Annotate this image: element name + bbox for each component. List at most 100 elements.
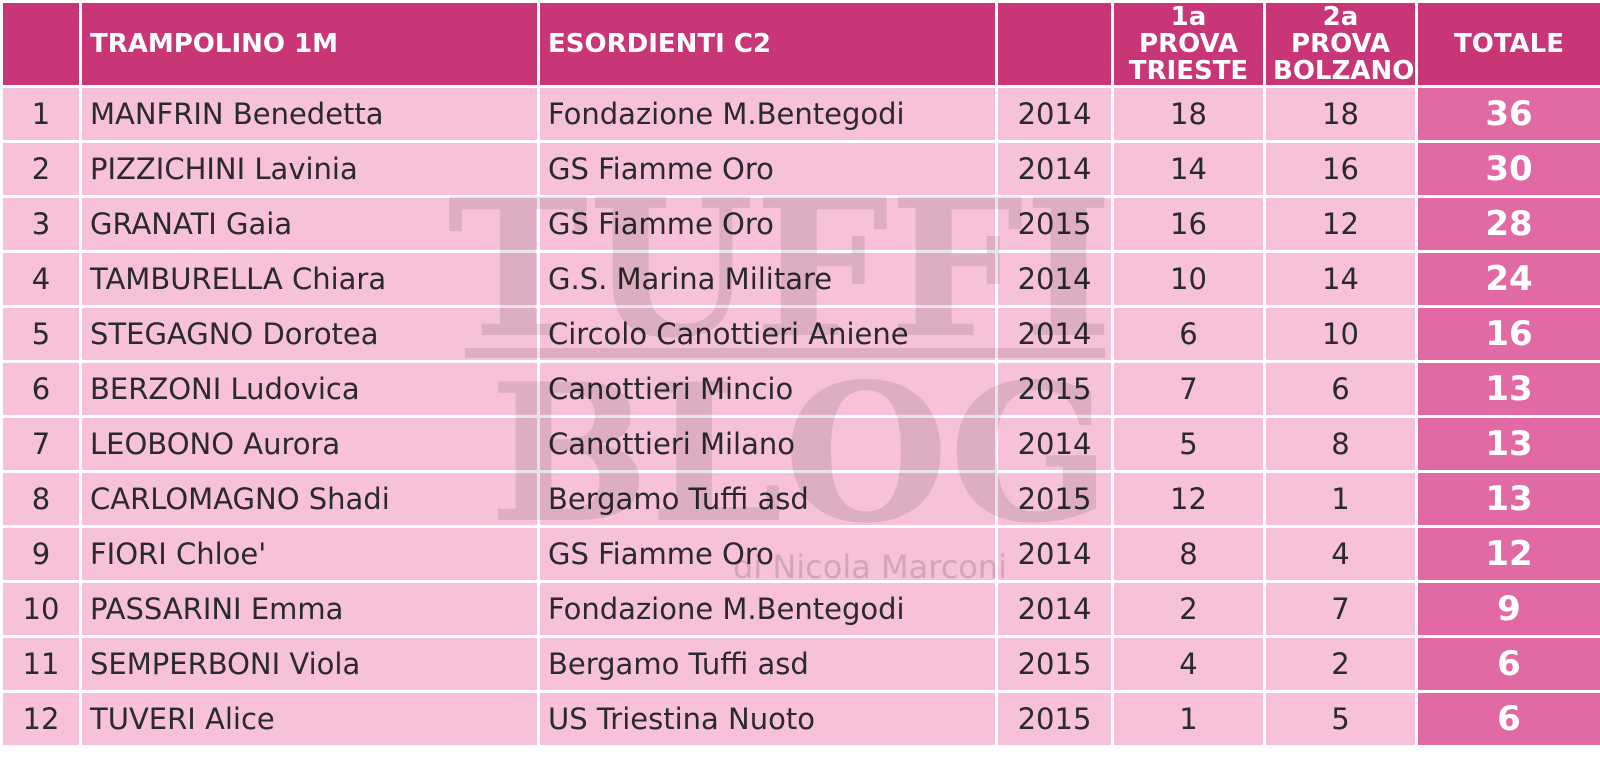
row-score-bolzano: 12 xyxy=(1266,198,1415,250)
table-row: 5 STEGAGNO Dorotea Circolo Canottieri Anie… xyxy=(3,308,1600,360)
row-score-trieste: 16 xyxy=(1114,198,1263,250)
row-score-bolzano: 18 xyxy=(1266,88,1415,140)
row-rank: 9 xyxy=(3,528,79,580)
row-club: Fondazione M.Bentegodi xyxy=(540,583,995,635)
row-score-trieste: 6 xyxy=(1114,308,1263,360)
row-athlete-name: PIZZICHINI Lavinia xyxy=(82,143,537,195)
row-total-score: 6 xyxy=(1418,693,1600,745)
row-total-score: 16 xyxy=(1418,308,1600,360)
row-score-trieste: 1 xyxy=(1114,693,1263,745)
row-club: G.S. Marina Militare xyxy=(540,253,995,305)
table-row: 9 FIORI Chloe' GS Fiamme Oro 2014 8 4 12 xyxy=(3,528,1600,580)
row-birth-year: 2014 xyxy=(998,583,1111,635)
row-total-score: 28 xyxy=(1418,198,1600,250)
row-rank: 3 xyxy=(3,198,79,250)
header-total: TOTALE xyxy=(1418,3,1600,85)
row-score-trieste: 10 xyxy=(1114,253,1263,305)
row-birth-year: 2015 xyxy=(998,638,1111,690)
header-prova-2: 2a PROVA BOLZANO xyxy=(1266,3,1415,85)
table-row: 11 SEMPERBONI Viola Bergamo Tuffi asd 2015 4… xyxy=(3,638,1600,690)
row-birth-year: 2015 xyxy=(998,363,1111,415)
table-row: 4 TAMBURELLA Chiara G.S. Marina Militare 20… xyxy=(3,253,1600,305)
row-score-bolzano: 1 xyxy=(1266,473,1415,525)
row-total-score: 12 xyxy=(1418,528,1600,580)
header-year xyxy=(998,3,1111,85)
row-club: Circolo Canottieri Aniene xyxy=(540,308,995,360)
row-athlete-name: TUVERI Alice xyxy=(82,693,537,745)
row-score-bolzano: 4 xyxy=(1266,528,1415,580)
table-row: 1 MANFRIN Benedetta Fondazione M.Bentegodi… xyxy=(3,88,1600,140)
header-event: TRAMPOLINO 1M xyxy=(82,3,537,85)
row-birth-year: 2014 xyxy=(998,143,1111,195)
header-prova-1-text: 1a PROVA TRIESTE xyxy=(1128,3,1249,85)
row-rank: 2 xyxy=(3,143,79,195)
row-rank: 8 xyxy=(3,473,79,525)
row-total-score: 6 xyxy=(1418,638,1600,690)
row-rank: 5 xyxy=(3,308,79,360)
row-athlete-name: GRANATI Gaia xyxy=(82,198,537,250)
row-birth-year: 2015 xyxy=(998,693,1111,745)
table-row: 3 GRANATI Gaia GS Fiamme Oro 2015 16 12 28 xyxy=(3,198,1600,250)
row-rank: 7 xyxy=(3,418,79,470)
row-rank: 12 xyxy=(3,693,79,745)
row-score-bolzano: 8 xyxy=(1266,418,1415,470)
row-athlete-name: BERZONI Ludovica xyxy=(82,363,537,415)
row-score-trieste: 2 xyxy=(1114,583,1263,635)
row-score-trieste: 8 xyxy=(1114,528,1263,580)
row-club: GS Fiamme Oro xyxy=(540,528,995,580)
row-total-score: 13 xyxy=(1418,418,1600,470)
row-athlete-name: LEOBONO Aurora xyxy=(82,418,537,470)
row-score-trieste: 5 xyxy=(1114,418,1263,470)
row-score-bolzano: 7 xyxy=(1266,583,1415,635)
row-club: US Triestina Nuoto xyxy=(540,693,995,745)
table-row: 7 LEOBONO Aurora Canottieri Milano 2014 5 8 13 xyxy=(3,418,1600,470)
table-row: 6 BERZONI Ludovica Canottieri Mincio 2015 7 6… xyxy=(3,363,1600,415)
row-athlete-name: STEGAGNO Dorotea xyxy=(82,308,537,360)
header-row: TRAMPOLINO 1M ESORDIENTI C2 1a PROVA TRI… xyxy=(3,3,1600,85)
row-score-bolzano: 5 xyxy=(1266,693,1415,745)
row-birth-year: 2014 xyxy=(998,308,1111,360)
row-rank: 6 xyxy=(3,363,79,415)
row-birth-year: 2014 xyxy=(998,88,1111,140)
row-club: Fondazione M.Bentegodi xyxy=(540,88,995,140)
row-athlete-name: PASSARINI Emma xyxy=(82,583,537,635)
table-row: 8 CARLOMAGNO Shadi Bergamo Tuffi asd 2015 12… xyxy=(3,473,1600,525)
row-rank: 11 xyxy=(3,638,79,690)
row-score-bolzano: 10 xyxy=(1266,308,1415,360)
header-prova-2-text: 2a PROVA BOLZANO xyxy=(1273,3,1415,85)
row-score-bolzano: 6 xyxy=(1266,363,1415,415)
row-total-score: 13 xyxy=(1418,473,1600,525)
row-club: Bergamo Tuffi asd xyxy=(540,638,995,690)
row-total-score: 36 xyxy=(1418,88,1600,140)
row-birth-year: 2015 xyxy=(998,198,1111,250)
row-total-score: 13 xyxy=(1418,363,1600,415)
row-total-score: 24 xyxy=(1418,253,1600,305)
row-athlete-name: TAMBURELLA Chiara xyxy=(82,253,537,305)
header-rank xyxy=(3,3,79,85)
row-score-bolzano: 16 xyxy=(1266,143,1415,195)
row-club: GS Fiamme Oro xyxy=(540,198,995,250)
row-total-score: 30 xyxy=(1418,143,1600,195)
row-score-trieste: 7 xyxy=(1114,363,1263,415)
row-club: Bergamo Tuffi asd xyxy=(540,473,995,525)
row-birth-year: 2015 xyxy=(998,473,1111,525)
row-rank: 10 xyxy=(3,583,79,635)
row-athlete-name: CARLOMAGNO Shadi xyxy=(82,473,537,525)
row-score-bolzano: 2 xyxy=(1266,638,1415,690)
row-athlete-name: MANFRIN Benedetta xyxy=(82,88,537,140)
row-rank: 4 xyxy=(3,253,79,305)
row-score-trieste: 14 xyxy=(1114,143,1263,195)
row-club: Canottieri Mincio xyxy=(540,363,995,415)
row-club: Canottieri Milano xyxy=(540,418,995,470)
row-score-trieste: 18 xyxy=(1114,88,1263,140)
row-birth-year: 2014 xyxy=(998,528,1111,580)
header-category: ESORDIENTI C2 xyxy=(540,3,995,85)
table-row: 12 TUVERI Alice US Triestina Nuoto 2015 1 5 6 xyxy=(3,693,1600,745)
row-birth-year: 2014 xyxy=(998,253,1111,305)
row-score-trieste: 12 xyxy=(1114,473,1263,525)
row-birth-year: 2014 xyxy=(998,418,1111,470)
ranking-body: 1 MANFRIN Benedetta Fondazione M.Bentegodi… xyxy=(3,88,1600,745)
row-rank: 1 xyxy=(3,88,79,140)
